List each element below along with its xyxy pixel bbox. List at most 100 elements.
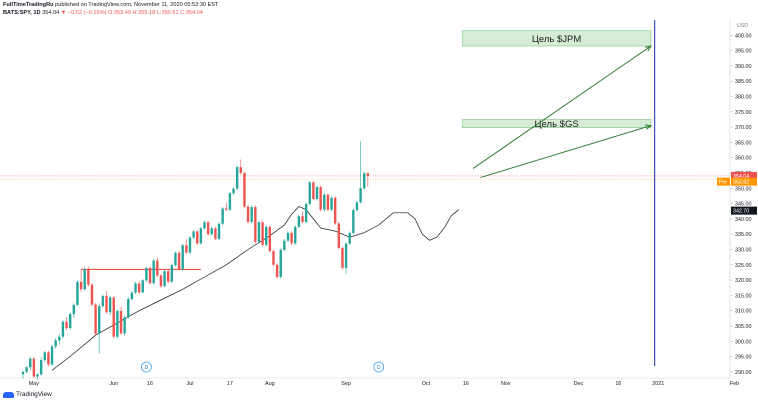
ohlc-values: O:353.49 H:355.18 L:350.51 C:354.04 [107, 10, 203, 16]
candle-body [112, 297, 115, 337]
candle-body [286, 232, 290, 241]
candle-body [79, 281, 83, 290]
candle-body [265, 226, 268, 245]
author-name[interactable]: FullTimeTradingRu [3, 2, 54, 8]
x-tick-label: Dec [574, 381, 584, 387]
x-tick-label: 16 [463, 381, 469, 387]
candle-body [246, 206, 250, 222]
candle-body [21, 371, 25, 375]
pre-tag-prefix-bg [717, 177, 730, 186]
candle-body [50, 346, 54, 365]
candle-body [65, 321, 68, 329]
candle-body [352, 210, 355, 233]
candle-body [214, 228, 217, 239]
candle-body [348, 232, 351, 244]
candle-body [301, 216, 304, 222]
candle-body [257, 222, 261, 242]
x-tick-label: 16 [147, 381, 153, 387]
currency-label: USD [737, 23, 748, 29]
y-tick-label: 330.00 [735, 247, 752, 253]
last-price-tag-label: 354.04 [733, 174, 749, 180]
target-arrow [472, 45, 652, 169]
candle-body [58, 336, 61, 341]
candle-body [39, 359, 43, 375]
candle-body [127, 299, 130, 318]
candle-body [170, 265, 174, 282]
candle-body [290, 232, 293, 244]
x-tick-label: Feb [730, 381, 739, 387]
target-box [461, 119, 652, 129]
candle-body [156, 260, 159, 276]
candle-body [333, 197, 337, 224]
y-tick-label: 380.00 [735, 94, 752, 100]
candle-body [192, 231, 195, 238]
candle-body [174, 252, 177, 266]
candle-body [72, 304, 76, 315]
x-tick-label: May [29, 381, 39, 387]
y-tick-label: 300.00 [735, 339, 752, 345]
candle-body [210, 228, 213, 235]
y-tick-label: 375.00 [735, 110, 752, 116]
candle-body [61, 321, 65, 337]
candle-body [261, 222, 264, 245]
last-price-value: 354.04 [42, 10, 60, 16]
y-tick-label: 390.00 [735, 64, 752, 70]
publish-note: published on TradingView.com, November 1… [53, 2, 219, 8]
candle-body [25, 367, 28, 372]
candle-body [134, 283, 137, 293]
x-tick-label: Nov [501, 381, 511, 387]
candle-body [272, 251, 275, 265]
symbol-legend: BATS:SPY, 1D 354.04 ▼ −0.52 (−0.15%) O:3… [3, 10, 203, 16]
candle-body [250, 206, 253, 222]
candle-body [283, 240, 286, 250]
candle-body [188, 237, 192, 253]
tradingview-footer: TradingView [3, 391, 52, 398]
y-tick-label: 310.00 [735, 309, 752, 315]
candle-body [206, 222, 210, 235]
candle-body [363, 173, 366, 189]
tradingview-cloud-icon [3, 391, 14, 398]
candle-body [116, 310, 119, 337]
dividend-marker-label: D [377, 365, 381, 371]
y-tick-label: 370.00 [735, 125, 752, 131]
candle-body [359, 188, 362, 203]
y-tick-label: 290.00 [735, 370, 752, 376]
candle-body [199, 228, 203, 244]
candle-body [304, 203, 308, 222]
candle-body [130, 292, 134, 300]
candle-body [83, 269, 86, 290]
ma-price-tag-bg [731, 206, 757, 215]
footer-brand: TradingView [16, 391, 52, 398]
candle-body [239, 167, 242, 173]
candle-body [185, 245, 188, 253]
y-tick-label: 350.00 [735, 186, 752, 192]
dividend-marker-label: D [145, 365, 149, 371]
candle-body [54, 340, 57, 347]
candle-body [68, 314, 72, 329]
candle-body [47, 352, 50, 365]
ma-price-tag-label: 342.70 [733, 209, 749, 215]
candle-body [275, 264, 279, 278]
y-tick-label: 365.00 [735, 140, 752, 146]
candle-body [294, 226, 297, 244]
y-tick-label: 400.00 [735, 33, 752, 39]
x-tick-label: 2021 [652, 381, 664, 387]
arrow-head [644, 124, 653, 130]
candle-body [87, 269, 90, 285]
candle-body [159, 275, 163, 287]
arrow-head [645, 45, 653, 52]
candle-body [152, 260, 155, 284]
y-tick-label: 340.00 [735, 217, 752, 223]
candle-body [98, 306, 101, 334]
candle-body [105, 295, 108, 313]
y-tick-label: 335.00 [735, 232, 752, 238]
candle-body [235, 167, 239, 189]
pre-tag-bg [731, 177, 757, 186]
dividend-marker [373, 361, 385, 373]
symbol-label[interactable]: BATS:SPY, 1D [3, 10, 41, 16]
candle-body [32, 358, 36, 377]
candle-body [323, 194, 326, 210]
x-tick-label: Sep [341, 381, 351, 387]
candle-body [167, 271, 170, 282]
